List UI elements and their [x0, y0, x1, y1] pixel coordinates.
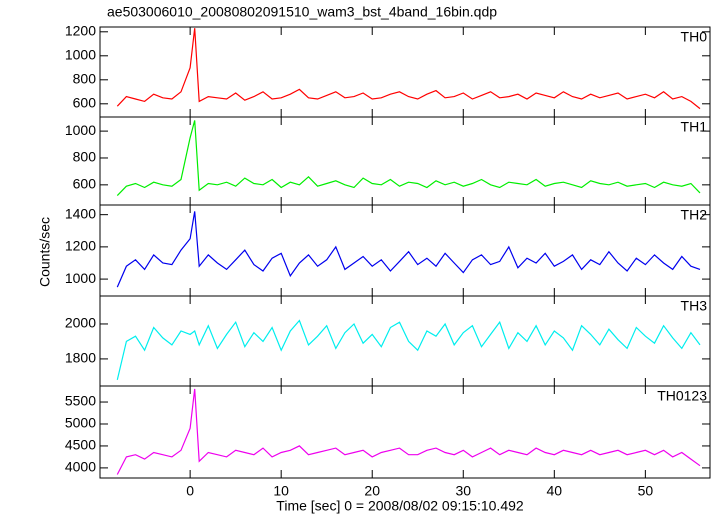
y-tick-label: 600	[73, 176, 97, 192]
series-label: TH0123	[657, 388, 707, 404]
chart-title: ae503006010_20080802091510_wam3_bst_4ban…	[107, 4, 497, 20]
light-curve	[116, 211, 701, 288]
y-tick-label: 2000	[65, 315, 96, 331]
x-tick-label: 10	[273, 483, 289, 499]
y-tick-label: 800	[73, 71, 97, 87]
y-tick-label: 5000	[65, 415, 96, 431]
light-curve	[116, 28, 701, 110]
panel-frame	[99, 385, 711, 479]
series-label: TH3	[681, 298, 708, 314]
y-tick-label: 1400	[65, 205, 96, 221]
x-tick-label: 20	[364, 483, 380, 499]
series-label: TH1	[681, 119, 708, 135]
y-tick-label: 1800	[65, 350, 96, 366]
x-tick-label: 30	[455, 483, 471, 499]
y-tick-label: 1200	[65, 238, 96, 254]
y-tick-label: 600	[73, 95, 97, 111]
light-curve	[116, 388, 701, 475]
x-tick-label: 40	[547, 483, 563, 499]
y-tick-label: 1200	[65, 23, 96, 39]
series-label: TH0	[681, 29, 708, 45]
y-tick-label: 1000	[65, 47, 96, 63]
panel-frame	[99, 204, 711, 297]
x-axis-label: Time [sec] 0 = 2008/08/02 09:15:10.492	[276, 498, 524, 514]
y-tick-label: 4000	[65, 459, 96, 475]
y-axis-label: Counts/sec	[37, 217, 53, 287]
y-tick-label: 4500	[65, 437, 96, 453]
light-curve	[116, 319, 701, 381]
panel-frame	[99, 26, 711, 118]
light-curve	[116, 120, 701, 197]
y-tick-label: 1000	[65, 122, 96, 138]
x-tick-label: 50	[638, 483, 654, 499]
y-tick-label: 1000	[65, 270, 96, 286]
y-tick-label: 5500	[65, 393, 96, 409]
y-tick-label: 800	[73, 149, 97, 165]
series-label: TH2	[681, 207, 708, 223]
x-tick-label: 0	[186, 483, 194, 499]
